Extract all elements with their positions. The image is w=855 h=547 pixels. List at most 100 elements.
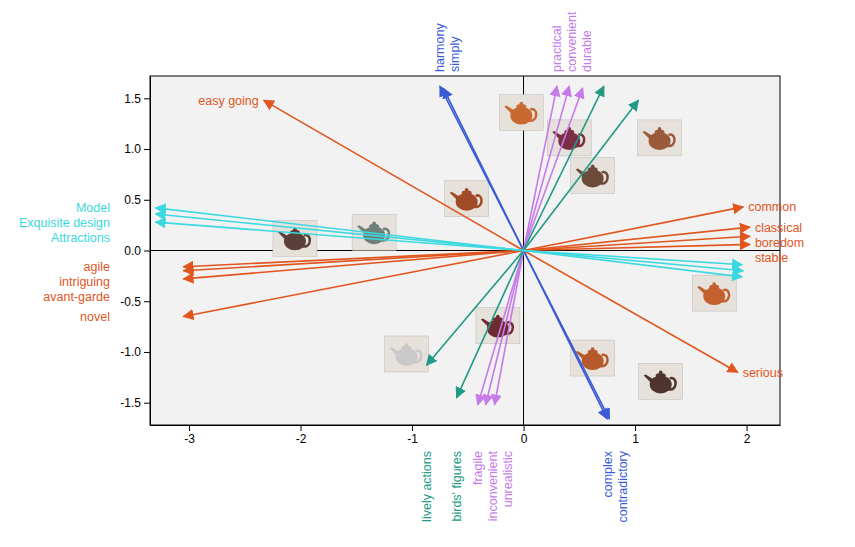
arrow-label: complex <box>601 450 615 497</box>
teapot-point <box>692 275 736 311</box>
x-tick-mark <box>524 425 525 431</box>
teapot-body <box>456 193 478 211</box>
x-tick: 2 <box>744 425 751 446</box>
loading-arrow <box>156 208 524 251</box>
loading-arrow <box>524 251 738 373</box>
x-tick-mark <box>635 425 636 431</box>
plot-area <box>150 76 780 425</box>
loading-arrow <box>524 251 744 271</box>
teapot-body <box>510 107 532 125</box>
teapot-photo-frame <box>639 363 683 399</box>
arrow-label: boredom <box>755 236 804 250</box>
y-tick-label: -1.5 <box>120 396 141 410</box>
x-tick: -3 <box>184 425 195 446</box>
loading-arrow <box>524 86 557 250</box>
loading-arrow <box>524 86 604 250</box>
x-tick-label: -1 <box>407 432 418 446</box>
arrow-labels: easy going agileintriguingavant-garde nove… <box>19 11 804 523</box>
arrow-label: agile <box>84 260 110 274</box>
x-tick-mark <box>189 425 190 431</box>
loading-arrow <box>427 251 524 366</box>
x-tick-label: 0 <box>521 432 528 446</box>
x-tick-label: -2 <box>296 432 307 446</box>
teapot-body <box>582 169 604 187</box>
teapot-knob <box>591 165 595 169</box>
arrow-label: harmony <box>433 23 447 72</box>
teapot-point <box>352 214 396 250</box>
teapot-body <box>284 232 306 250</box>
arrow-label: avant-garde <box>43 290 110 304</box>
x-tick-mark <box>301 425 302 431</box>
teapot-body <box>395 348 417 366</box>
teapot-body <box>582 352 604 370</box>
y-tick-mark <box>144 149 150 150</box>
x-axis: -3 -2 -1 0 1 2 <box>151 425 781 446</box>
teapot-knob <box>465 188 469 192</box>
plot-frame <box>150 76 780 425</box>
loading-arrow <box>524 100 639 250</box>
y-tick: -1.0 <box>120 345 150 359</box>
teapot-photo-frame <box>499 95 543 131</box>
teapot-point <box>639 363 683 399</box>
teapot-point <box>499 95 543 131</box>
teapot-photo-frame <box>638 120 682 156</box>
y-tick: 1.5 <box>124 92 150 106</box>
zero-line-y <box>150 250 780 251</box>
loading-arrow <box>524 251 610 419</box>
y-tick-label: 0.5 <box>124 193 141 207</box>
y-tick-mark <box>144 251 150 252</box>
loading-arrow <box>524 251 743 265</box>
teapot-photo-frame <box>571 157 615 193</box>
teapot-body <box>703 287 725 305</box>
teapot-photo-frame <box>692 275 736 311</box>
teapot-knob <box>372 221 376 225</box>
loading-arrow <box>440 86 524 250</box>
arrow-label: easy going <box>198 94 259 108</box>
x-tick-mark <box>412 425 413 431</box>
y-tick-label: 1.5 <box>124 92 141 106</box>
arrow-label: convenient <box>565 11 579 72</box>
teapot-point <box>638 120 682 156</box>
arrow-label: contradictory <box>616 450 630 522</box>
teapot-knob <box>520 102 524 106</box>
y-tick-label: 0.0 <box>124 244 141 258</box>
teapot-knob <box>712 282 716 286</box>
teapot-knob <box>591 347 595 351</box>
arrow-label: classical <box>755 221 802 235</box>
loading-arrow <box>524 244 750 250</box>
teapot-body <box>650 375 672 393</box>
y-tick-label: 1.0 <box>124 142 141 156</box>
loading-arrow <box>524 251 743 277</box>
y-tick-mark <box>144 98 150 99</box>
teapot-knob <box>496 315 500 319</box>
y-tick: -0.5 <box>120 295 150 309</box>
arrow-label: durable <box>580 30 594 72</box>
y-tick-mark <box>144 352 150 353</box>
teapot-photo-frame <box>445 181 489 217</box>
y-tick: 0.5 <box>124 193 150 207</box>
arrow-label: Model <box>76 201 110 215</box>
arrow-label: inconvenient <box>486 450 500 521</box>
teapot-photo-frame <box>352 214 396 250</box>
x-tick-label: 1 <box>632 432 639 446</box>
arrow-label: Attractions <box>51 231 110 245</box>
loading-arrow <box>478 251 524 405</box>
arrow-label: lively actions <box>420 451 434 522</box>
arrow-label: intriguing <box>59 275 110 289</box>
y-tick-mark <box>144 301 150 302</box>
arrow-label: stable <box>755 251 788 265</box>
x-tick-label: -3 <box>184 432 195 446</box>
chart-container: -3-2-10121.51.00.50.0-0.5-1.0-1.5easy go… <box>0 0 855 547</box>
y-tick: 0.0 <box>124 244 150 258</box>
y-tick: -1.5 <box>120 396 150 410</box>
loading-arrow <box>156 222 524 250</box>
teapot-point <box>445 181 489 217</box>
loading-arrow <box>183 251 523 279</box>
loading-arrow <box>457 251 524 398</box>
loading-arrow <box>524 88 583 250</box>
loading-arrow <box>183 251 523 317</box>
y-tick-mark <box>144 403 150 404</box>
arrow-label: novel <box>80 310 110 324</box>
chart-svg: -3-2-10121.51.00.50.0-0.5-1.0-1.5easy go… <box>0 0 855 547</box>
y-tick-label: -0.5 <box>120 295 141 309</box>
